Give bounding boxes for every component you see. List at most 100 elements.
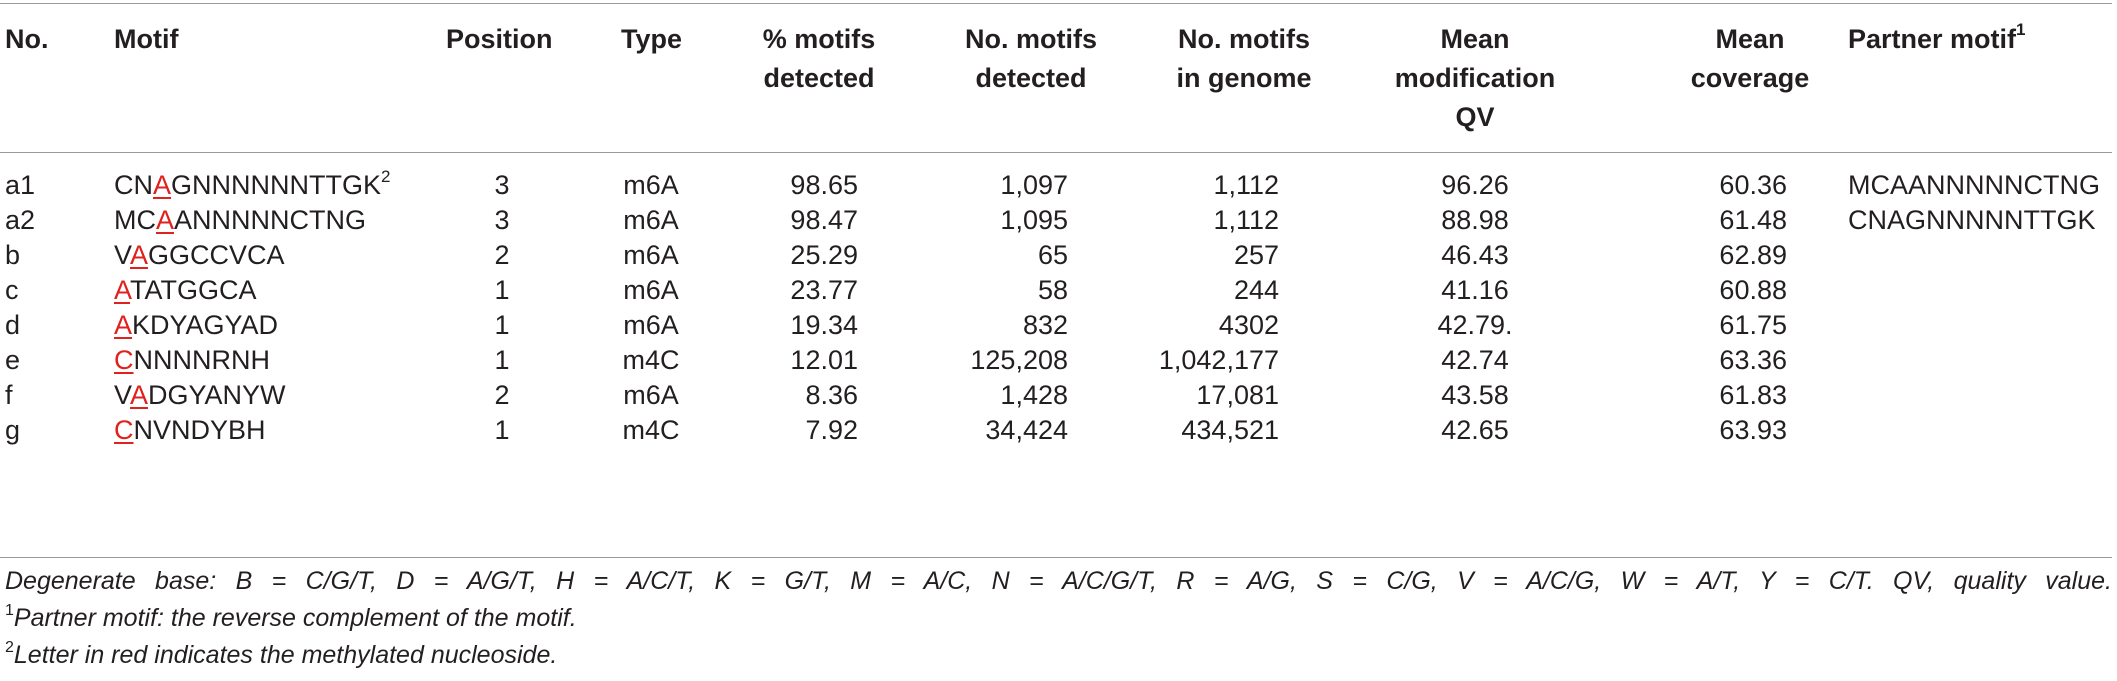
cell-type: m4C: [622, 345, 680, 375]
cell-num-genome: 434,521: [1181, 415, 1279, 445]
methylated-base: A: [114, 310, 133, 340]
header-mean-coverage: Mean coverage: [1690, 24, 1810, 93]
cell-num-detected: 832: [1022, 310, 1068, 340]
cell-type: m6A: [623, 380, 679, 410]
cell-no: b: [5, 240, 21, 270]
cell-position: 1: [494, 310, 510, 340]
table-row: a2 MCAANNNNNCTNG 3 m6A 98.47 1,095 1,112 88.98 6…: [0, 203, 2117, 238]
footnote-degenerate: Degenerate base: B = C/G/T, D = A/G/T, H…: [5, 567, 2112, 595]
cell-mean-qv: 43.58: [1441, 380, 1509, 410]
cell-mean-coverage: 61.48: [1719, 205, 1787, 235]
cell-motif: VADGYANYW: [114, 380, 286, 410]
cell-mean-coverage: 61.75: [1719, 310, 1787, 340]
table-top-rule: [0, 3, 2112, 4]
methylated-base: A: [130, 240, 149, 270]
cell-num-genome: 17,081: [1196, 380, 1279, 410]
cell-num-detected: 1,095: [1000, 205, 1068, 235]
cell-type: m6A: [623, 170, 679, 200]
cell-mean-qv: 96.26: [1441, 170, 1509, 200]
cell-motif: ATATGGCA: [114, 275, 257, 305]
cell-partner-motif: MCAANNNNNCTNG: [1848, 170, 2100, 200]
cell-motif: CNAGNNNNNNTTGK2: [114, 167, 391, 200]
cell-num-genome: 257: [1233, 240, 1279, 270]
cell-motif: CNVNDYBH: [114, 415, 266, 445]
header-type: Type: [621, 24, 683, 54]
cell-partner-motif: CNAGNNNNNTTGK: [1848, 205, 2096, 235]
table-footnotes: Degenerate base: B = C/G/T, D = A/G/T, H…: [5, 563, 2112, 674]
cell-type: m6A: [623, 275, 679, 305]
footnote-2: 2Letter in red indicates the methylated …: [5, 639, 558, 670]
cell-mean-coverage: 62.89: [1719, 240, 1787, 270]
cell-type: m6A: [623, 205, 679, 235]
cell-mean-qv: 88.98: [1441, 205, 1509, 235]
cell-pct-detected: 98.65: [790, 170, 858, 200]
cell-no: a2: [5, 205, 36, 235]
methylated-base: A: [114, 275, 131, 305]
cell-num-detected: 34,424: [985, 415, 1068, 445]
cell-pct-detected: 19.34: [790, 310, 858, 340]
cell-pct-detected: 7.92: [805, 415, 858, 445]
cell-no: d: [5, 310, 21, 340]
cell-num-detected: 1,428: [1000, 380, 1068, 410]
header-rule: [0, 152, 2112, 153]
cell-motif: AKDYAGYAD: [114, 310, 279, 340]
cell-no: e: [5, 345, 21, 375]
cell-mean-qv: 46.43: [1441, 240, 1509, 270]
methylated-base: A: [130, 380, 149, 410]
footnote-1: 1Partner motif: the reverse complement o…: [5, 602, 577, 633]
methylated-base: A: [153, 170, 172, 200]
cell-num-detected: 125,208: [970, 345, 1068, 375]
header-pct-motifs: % motifs detected: [762, 24, 876, 93]
cell-mean-qv: 42.79.: [1437, 310, 1513, 340]
cell-motif: MCAANNNNNCTNG: [114, 205, 367, 235]
cell-num-genome: 1,112: [1213, 170, 1279, 200]
table-row: f VADGYANYW 2 m6A 8.36 1,428 17,081 43.58 61.83: [0, 378, 2117, 413]
header-partner-motif: Partner motif1: [1848, 20, 2026, 54]
cell-num-genome: 4302: [1218, 310, 1279, 340]
cell-motif: CNNNNRNH: [114, 345, 270, 375]
table-row: d AKDYAGYAD 1 m6A 19.34 832 4302 42.79. 61.75: [0, 308, 2117, 343]
cell-mean-qv: 42.65: [1441, 415, 1509, 445]
cell-mean-qv: 42.74: [1441, 345, 1509, 375]
cell-mean-coverage: 63.36: [1719, 345, 1787, 375]
cell-pct-detected: 25.29: [790, 240, 858, 270]
cell-mean-coverage: 61.83: [1719, 380, 1787, 410]
header-num-genome: No. motifs in genome: [1176, 24, 1312, 93]
cell-num-detected: 1,097: [1000, 170, 1068, 200]
table-row: a1 CNAGNNNNNNTTGK2 3 m6A 98.65 1,097 1,112 96.2…: [0, 168, 2117, 203]
cell-pct-detected: 8.36: [805, 380, 858, 410]
table-row: b VAGGCCVCA 2 m6A 25.29 65 257 46.43 62.89: [0, 238, 2117, 273]
header-motif: Motif: [114, 24, 179, 54]
cell-no: a1: [5, 170, 36, 200]
cell-position: 2: [494, 240, 510, 270]
footnote-mark: 2: [381, 167, 391, 186]
cell-mean-coverage: 60.88: [1719, 275, 1787, 305]
cell-pct-detected: 98.47: [790, 205, 858, 235]
cell-num-detected: 65: [1037, 240, 1068, 270]
cell-pct-detected: 12.01: [790, 345, 858, 375]
cell-no: c: [5, 275, 19, 305]
cell-type: m4C: [622, 415, 680, 445]
cell-type: m6A: [623, 240, 679, 270]
cell-num-detected: 58: [1037, 275, 1068, 305]
cell-mean-qv: 41.16: [1441, 275, 1509, 305]
table-bottom-rule: [0, 557, 2112, 558]
cell-mean-coverage: 63.93: [1719, 415, 1787, 445]
header-no: No.: [5, 24, 49, 54]
header-mean-qv: Mean modification QV: [1394, 24, 1556, 132]
cell-position: 2: [494, 380, 510, 410]
header-position: Position: [446, 24, 553, 54]
cell-position: 3: [494, 170, 510, 200]
methylated-base: A: [156, 205, 175, 235]
cell-motif: VAGGCCVCA: [114, 240, 285, 270]
cell-position: 3: [494, 205, 510, 235]
table-row: g CNVNDYBH 1 m4C 7.92 34,424 434,521 42.65 63.93: [0, 413, 2117, 448]
cell-mean-coverage: 60.36: [1719, 170, 1787, 200]
table-row: e CNNNNRNH 1 m4C 12.01 125,208 1,042,177 42.74 6…: [0, 343, 2117, 378]
cell-num-genome: 1,112: [1213, 205, 1279, 235]
cell-type: m6A: [623, 310, 679, 340]
header-num-detected: No. motifs detected: [965, 24, 1097, 93]
cell-num-genome: 1,042,177: [1158, 345, 1279, 375]
cell-no: f: [5, 380, 13, 410]
table-row: c ATATGGCA 1 m6A 23.77 58 244 41.16 60.88: [0, 273, 2117, 308]
